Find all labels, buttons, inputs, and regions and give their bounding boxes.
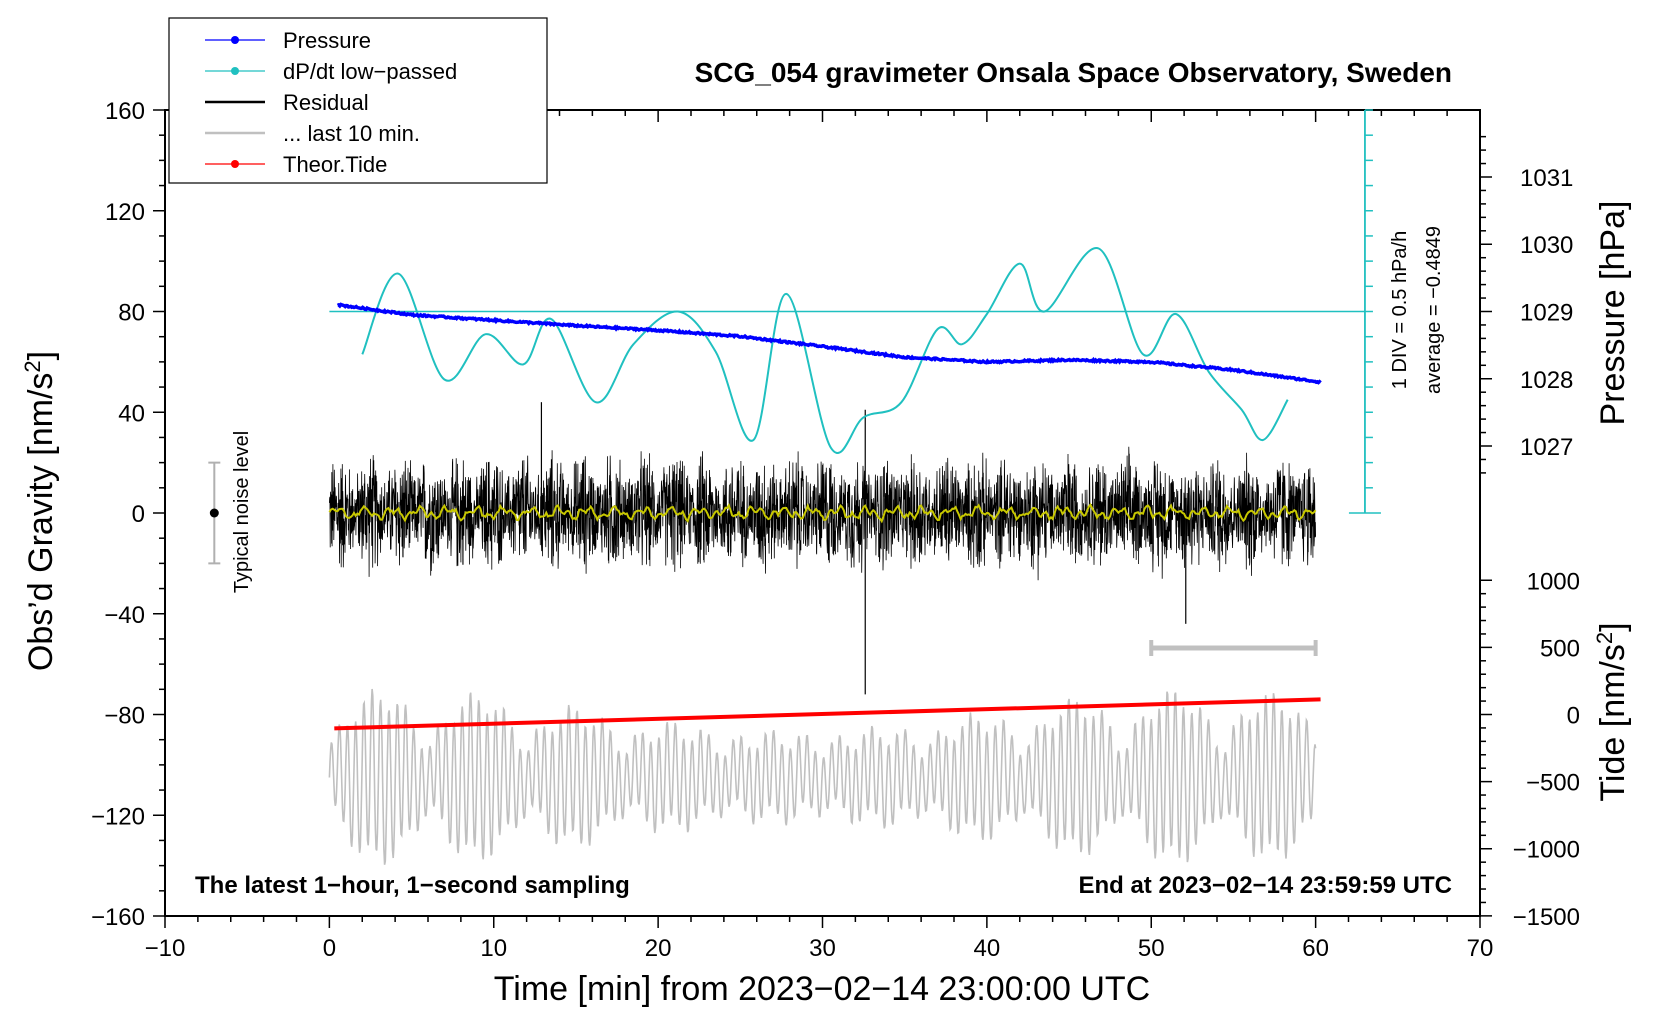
- chart-title: SCG_054 gravimeter Onsala Space Observat…: [695, 57, 1452, 88]
- pressure-series: [336, 302, 1322, 385]
- tide-line: [334, 697, 1321, 731]
- footer-right-text: End at 2023−02−14 23:59:59 UTC: [1078, 872, 1452, 899]
- pressure-tick-label: 1030: [1520, 232, 1573, 259]
- y-tick-label: 120: [105, 199, 145, 226]
- x-tick-label: −10: [145, 935, 186, 962]
- noise-dot: [209, 508, 219, 518]
- dpdt-line: [361, 247, 1289, 454]
- y-tick-label: 40: [118, 400, 145, 427]
- noise-indicator: [208, 461, 221, 565]
- tide-tick-label: 1000: [1527, 568, 1580, 595]
- noise-level-label: Typical noise level: [231, 431, 253, 593]
- window-bar: [1149, 640, 1318, 656]
- y-tick-label: −160: [91, 904, 145, 931]
- legend-marker-pressure: [231, 36, 239, 44]
- tide-tick-label: 500: [1540, 635, 1580, 662]
- pressure-tick-label: 1027: [1520, 434, 1573, 461]
- x-tick-label: 30: [809, 935, 836, 962]
- dpdt-scale-axis: [329, 109, 1381, 514]
- tide-axis-ticks: 1000 500 0 −500 −1000 −1500: [1480, 568, 1580, 931]
- x-axis-title: Time [min] from 2023−02−14 23:00:00 UTC: [494, 970, 1150, 1008]
- pressure-axis-ticks: 1031 1030 1029 1028 1027: [1480, 135, 1573, 474]
- pressure-tick-label: 1028: [1520, 367, 1573, 394]
- residual-line: [329, 446, 1316, 581]
- tide-tick-label: −1000: [1513, 837, 1580, 864]
- y-axis-ticks: 160 120 80 40 0 −40 −80 −120 −160: [91, 98, 165, 931]
- y-tick-label: 0: [132, 501, 145, 528]
- y-tick-label: −120: [91, 803, 145, 830]
- legend-label-last10: ... last 10 min.: [283, 121, 420, 146]
- y-tick-label: 160: [105, 98, 145, 125]
- footer-left-text: The latest 1−hour, 1−second sampling: [195, 872, 630, 899]
- legend-label-dpdt: dP/dt low−passed: [283, 59, 457, 84]
- dpdt-average-label: average = −0.4849: [1423, 226, 1445, 394]
- legend-marker-dpdt: [231, 67, 239, 75]
- y-tick-label: −40: [104, 602, 145, 629]
- y-tick-label: 80: [118, 300, 145, 327]
- dpdt-series: [361, 247, 1289, 454]
- x-axis-ticks: −10 0 10 20 30 40 50 60 70: [145, 110, 1494, 962]
- legend-box: [168, 17, 548, 184]
- y-axis-title-tide: Tide [nm/s2]: [1592, 622, 1633, 801]
- x-tick-label: 40: [974, 935, 1001, 962]
- dpdt-scale-label: 1 DIV = 0.5 hPa/h: [1389, 231, 1411, 389]
- tide-series: [334, 697, 1321, 731]
- pressure-line: [336, 302, 1322, 385]
- last-10-min-series: [328, 688, 1317, 865]
- pressure-tick-label: 1029: [1520, 300, 1573, 327]
- y-axis-title-pressure: Pressure [hPa]: [1594, 201, 1632, 426]
- lowpass-line: [328, 502, 1317, 524]
- legend-marker-tide: [231, 160, 239, 168]
- legend-label-residual: Residual: [283, 90, 369, 115]
- legend: Pressure dP/dt low−passed Residual ... last…: [168, 17, 548, 184]
- y-tick-label: −80: [104, 703, 145, 730]
- y-axis-title-left: Obs’d Gravity [nm/s2]: [20, 351, 61, 671]
- legend-label-tide: Theor.Tide: [283, 152, 387, 177]
- x-tick-label: 60: [1302, 935, 1329, 962]
- pressure-tick-label: 1031: [1520, 165, 1573, 192]
- x-tick-label: 20: [645, 935, 672, 962]
- x-tick-label: 70: [1467, 935, 1494, 962]
- last-10-min-line: [328, 688, 1317, 865]
- tide-tick-label: −1500: [1513, 904, 1580, 931]
- legend-label-pressure: Pressure: [283, 28, 371, 53]
- tide-tick-label: 0: [1567, 703, 1580, 730]
- residual-series: [329, 402, 1316, 695]
- x-tick-label: 0: [323, 935, 336, 962]
- x-tick-label: 50: [1138, 935, 1165, 962]
- legend-items: Pressure dP/dt low−passed Residual ... last…: [205, 28, 457, 177]
- residual-lowpass-series: [328, 502, 1317, 524]
- x-tick-label: 10: [480, 935, 507, 962]
- tide-tick-label: −500: [1526, 770, 1580, 797]
